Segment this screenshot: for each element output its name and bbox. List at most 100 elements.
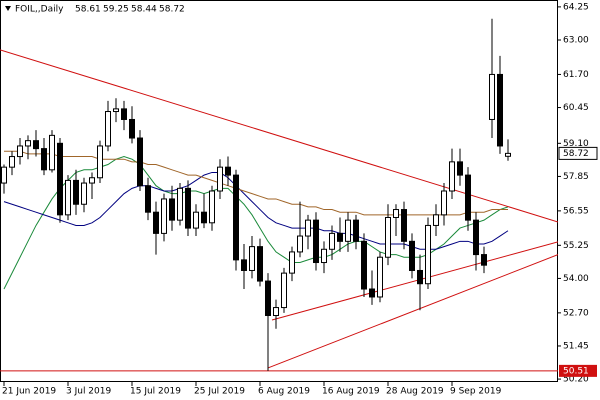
candle-body bbox=[185, 187, 191, 229]
candle-body bbox=[1, 166, 7, 184]
candle-body bbox=[177, 187, 183, 221]
hline-label-bg bbox=[559, 364, 597, 377]
x-tick-label: 21 Jun 2019 bbox=[2, 387, 56, 397]
candle-body bbox=[169, 198, 175, 221]
candle-body bbox=[49, 134, 55, 171]
candle-body bbox=[497, 73, 503, 147]
candle-body bbox=[393, 209, 399, 218]
ohlc-open: 58.61 bbox=[75, 5, 101, 15]
hline-label: 50.51 bbox=[563, 366, 589, 376]
candle-body bbox=[457, 161, 463, 176]
candle-body bbox=[289, 251, 295, 274]
candle-body bbox=[385, 216, 391, 258]
candle-body bbox=[313, 219, 319, 264]
candle-body bbox=[225, 166, 231, 176]
candle-body bbox=[25, 140, 31, 147]
candle-body bbox=[329, 232, 335, 250]
candle-body bbox=[377, 256, 383, 298]
candle-body bbox=[241, 259, 247, 271]
y-tick-label: 55.25 bbox=[563, 241, 589, 251]
candle-body bbox=[369, 288, 375, 298]
candle-body bbox=[281, 272, 287, 309]
candle-body bbox=[401, 209, 407, 242]
candle-body bbox=[193, 211, 199, 229]
candle-body bbox=[257, 246, 263, 282]
candle-body bbox=[305, 219, 311, 237]
candle-body bbox=[153, 211, 159, 234]
candle-body bbox=[113, 108, 119, 113]
candle-body bbox=[89, 177, 95, 184]
candle-body bbox=[481, 254, 487, 266]
candle-body bbox=[337, 232, 343, 242]
candle-body bbox=[17, 145, 23, 158]
candle-body bbox=[57, 142, 63, 216]
y-tick-label: 61.70 bbox=[563, 70, 589, 80]
candle-body bbox=[217, 166, 223, 192]
candle-body bbox=[345, 219, 351, 242]
trendline bbox=[271, 241, 558, 321]
candle-body bbox=[129, 118, 135, 139]
candle-body bbox=[105, 111, 111, 147]
x-tick-label: 28 Aug 2019 bbox=[386, 387, 444, 397]
candle-body bbox=[265, 280, 271, 317]
candle-body bbox=[161, 198, 167, 234]
candle-body bbox=[33, 140, 39, 150]
candle-body bbox=[273, 307, 279, 317]
candle-body bbox=[409, 240, 415, 271]
moving-average bbox=[3, 156, 509, 290]
y-tick-label: 52.70 bbox=[563, 308, 589, 318]
candle-body bbox=[81, 182, 87, 205]
candle-body bbox=[145, 185, 151, 213]
candle-body bbox=[417, 269, 423, 285]
y-tick-label: 59.10 bbox=[563, 139, 589, 149]
trendline bbox=[267, 254, 558, 369]
candle-body bbox=[9, 156, 15, 168]
chart-title: FOIL,,Daily bbox=[15, 5, 64, 15]
candle-body bbox=[441, 190, 447, 216]
y-tick-label: 56.55 bbox=[563, 206, 589, 216]
candle-body bbox=[465, 174, 471, 221]
ohlc-low: 58.44 bbox=[131, 5, 157, 15]
candle-body bbox=[473, 219, 479, 256]
x-tick-label: 25 Jul 2019 bbox=[194, 387, 245, 397]
y-tick-label: 50.20 bbox=[563, 375, 589, 385]
candle-body bbox=[249, 246, 255, 271]
y-tick-label: 51.45 bbox=[563, 341, 589, 351]
plot-area bbox=[0, 18, 558, 372]
candle-body bbox=[425, 224, 431, 285]
moving-average bbox=[3, 171, 509, 250]
candle-body bbox=[97, 145, 103, 179]
y-tick-label: 63.00 bbox=[563, 36, 589, 46]
candle-body bbox=[321, 248, 327, 264]
candle-body bbox=[297, 235, 303, 253]
candle-body bbox=[489, 73, 495, 120]
y-tick-label: 64.25 bbox=[563, 2, 589, 12]
price-label-bg bbox=[558, 146, 598, 160]
y-tick-label: 54.00 bbox=[563, 274, 589, 284]
candle-body bbox=[233, 174, 239, 261]
collapse-icon bbox=[5, 6, 11, 11]
candle-body bbox=[137, 137, 143, 187]
candle-body bbox=[121, 108, 127, 120]
candle-body bbox=[505, 152, 511, 157]
x-tick-label: 3 Jul 2019 bbox=[66, 387, 111, 397]
y-tick-label: 57.85 bbox=[563, 172, 589, 182]
candle-body bbox=[361, 240, 367, 290]
y-tick-label: 60.45 bbox=[563, 103, 589, 113]
x-tick-label: 15 Jul 2019 bbox=[130, 387, 181, 397]
candle-body bbox=[353, 219, 359, 242]
x-tick-label: 9 Sep 2019 bbox=[450, 387, 502, 397]
candle-body bbox=[41, 148, 47, 171]
x-tick-label: 6 Aug 2019 bbox=[258, 387, 310, 397]
candle-body bbox=[73, 179, 79, 205]
candle-body bbox=[449, 161, 455, 192]
ohlc-high: 59.25 bbox=[103, 5, 129, 15]
candle-body bbox=[65, 179, 71, 216]
ohlc-close: 58.72 bbox=[159, 5, 185, 15]
candle-body bbox=[201, 211, 207, 224]
x-tick-label: 16 Aug 2019 bbox=[322, 387, 380, 397]
moving-average bbox=[4, 150, 508, 216]
candle-body bbox=[433, 214, 439, 226]
